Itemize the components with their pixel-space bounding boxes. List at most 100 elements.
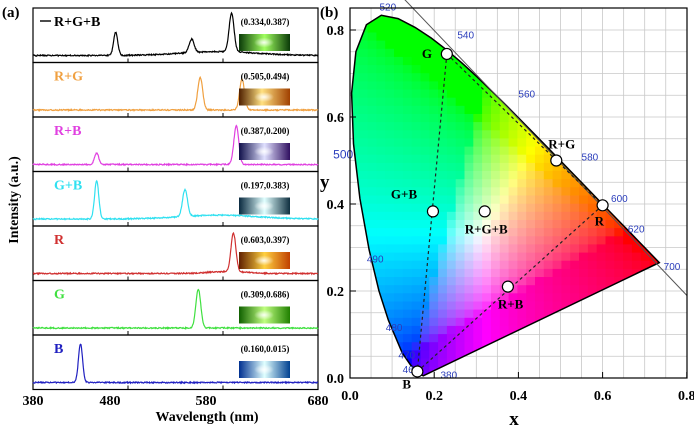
gamut-cell (596, 48, 607, 58)
gamut-cell (552, 277, 562, 286)
gamut-cell (561, 114, 571, 123)
gamut-cell (631, 40, 642, 50)
gamut-cell (667, 350, 676, 359)
gamut-cell (351, 81, 360, 91)
gamut-cell (614, 15, 624, 17)
gamut-cell (508, 48, 518, 58)
gamut-cell (446, 309, 457, 319)
gamut-cell (491, 138, 501, 148)
gamut-cell (605, 97, 615, 107)
gamut-cell (367, 97, 377, 107)
gamut-cell (623, 32, 633, 42)
gamut-cell (420, 195, 430, 205)
gamut-cell (394, 138, 404, 148)
gamut-cell (394, 293, 404, 303)
locus-extension-line (404, 0, 688, 296)
gamut-cell (517, 32, 527, 42)
gamut-cell (482, 277, 492, 286)
gamut-cell (614, 40, 624, 50)
gamut-cell (649, 268, 659, 278)
gamut-cell (587, 285, 598, 294)
gamut-cell (473, 162, 483, 172)
chromaticity-point (478, 205, 491, 218)
gamut-cell (676, 293, 685, 302)
gamut-cell (446, 65, 457, 74)
gamut-cell (623, 162, 633, 172)
gamut-cell (411, 40, 422, 50)
gamut-cell (499, 342, 510, 351)
gamut-cell (649, 48, 659, 58)
gamut-cell (385, 130, 395, 140)
gamut-cell (473, 260, 483, 270)
gamut-cell (367, 48, 377, 58)
gamut-cell (649, 334, 659, 343)
gamut-cell (499, 220, 510, 229)
gamut-cell (385, 56, 395, 66)
gamut-cell (596, 342, 607, 351)
gamut-cell (508, 358, 518, 368)
gamut-cell (570, 195, 580, 205)
gamut-cell (358, 293, 369, 303)
gamut-cell (676, 196, 685, 205)
gamut-cell (411, 65, 422, 74)
gamut-cell (614, 89, 624, 99)
gamut-cell (561, 179, 571, 188)
gamut-cell (482, 154, 492, 164)
gamut-cell (402, 277, 413, 286)
gamut-cell (623, 65, 633, 74)
gamut-cell (526, 130, 536, 140)
gamut-cell (351, 203, 360, 213)
gamut-cell (351, 146, 360, 156)
gamut-cell (614, 203, 624, 213)
gamut-cell (658, 56, 660, 66)
gamut-cell (676, 228, 685, 237)
gamut-cell (491, 268, 501, 278)
gamut-cell (517, 187, 527, 197)
gamut-cell (526, 73, 536, 82)
gamut-cell (543, 301, 554, 311)
gamut-cell (499, 146, 510, 156)
gamut-cell (587, 171, 598, 180)
gamut-cell (402, 309, 413, 319)
gamut-cell (473, 114, 483, 123)
gamut-cell (623, 89, 633, 99)
gamut-cell (614, 179, 624, 188)
gamut-cell (640, 179, 651, 188)
gamut-cell (649, 358, 659, 368)
gamut-cell (543, 162, 554, 172)
gamut-cell (658, 211, 660, 221)
y-tick-label: 0.0 (327, 372, 345, 387)
gamut-cell (596, 32, 607, 42)
gamut-cell (473, 81, 483, 91)
gamut-cell (543, 15, 554, 17)
gamut-cell (358, 48, 369, 58)
gamut-cell (614, 285, 624, 294)
gamut-cell (587, 358, 598, 368)
gamut-cell (685, 236, 694, 245)
gamut-cell (499, 15, 510, 17)
gamut-cell (552, 179, 562, 188)
gamut-cell (517, 15, 527, 17)
gamut-cell (376, 73, 386, 82)
gamut-cell (596, 366, 607, 376)
gamut-cell (508, 32, 518, 42)
gamut-cell (429, 260, 439, 270)
gamut-cell (376, 203, 386, 213)
gamut-cell (508, 309, 518, 319)
gamut-cell (535, 187, 545, 197)
gamut-cell (438, 81, 448, 91)
gamut-cell (685, 130, 694, 139)
gamut-cell (623, 146, 633, 156)
gamut-cell (455, 73, 466, 82)
gamut-cell (420, 293, 430, 303)
gamut-cell (358, 187, 369, 197)
gamut-cell (420, 122, 430, 131)
gamut-cell (438, 350, 448, 360)
gamut-cell (640, 285, 651, 294)
gamut-cell (596, 187, 607, 197)
gamut-cell (429, 138, 439, 148)
gamut-cell (358, 97, 369, 107)
gamut-cell (482, 317, 492, 327)
wavelength-label: 380 (441, 370, 458, 381)
gamut-cell (587, 32, 598, 42)
